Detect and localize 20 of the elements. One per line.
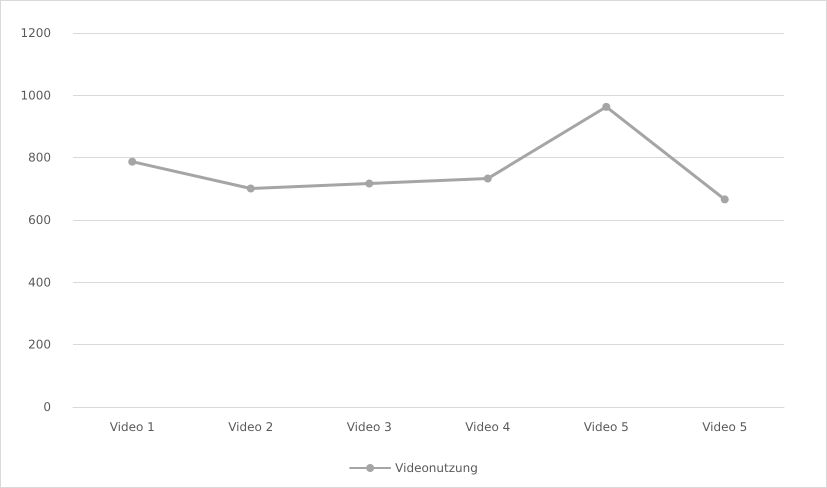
x-tick-label: Video 2 bbox=[228, 420, 274, 434]
x-tick-label: Video 5 bbox=[702, 420, 748, 434]
point bbox=[720, 195, 729, 204]
y-tick-label: 600 bbox=[28, 213, 51, 227]
x-tick-label: Video 4 bbox=[465, 420, 510, 434]
x-tick-label: Video 1 bbox=[110, 420, 155, 434]
y-tick-label: 1000 bbox=[20, 88, 51, 102]
y-tick-label: 0 bbox=[43, 400, 51, 414]
y-tick-label: 200 bbox=[28, 338, 51, 352]
point bbox=[365, 180, 374, 188]
y-tick-label: 800 bbox=[28, 150, 51, 165]
point bbox=[602, 102, 610, 111]
y-tick-label: 400 bbox=[28, 275, 51, 290]
y-tick-label: 1200 bbox=[20, 26, 51, 40]
point bbox=[246, 184, 255, 193]
x-tick-label: Video 3 bbox=[346, 420, 392, 434]
point bbox=[484, 174, 492, 183]
point bbox=[128, 158, 136, 166]
x-tick-label: Video 5 bbox=[584, 420, 629, 434]
legend-label: Videonutzung bbox=[395, 461, 478, 475]
